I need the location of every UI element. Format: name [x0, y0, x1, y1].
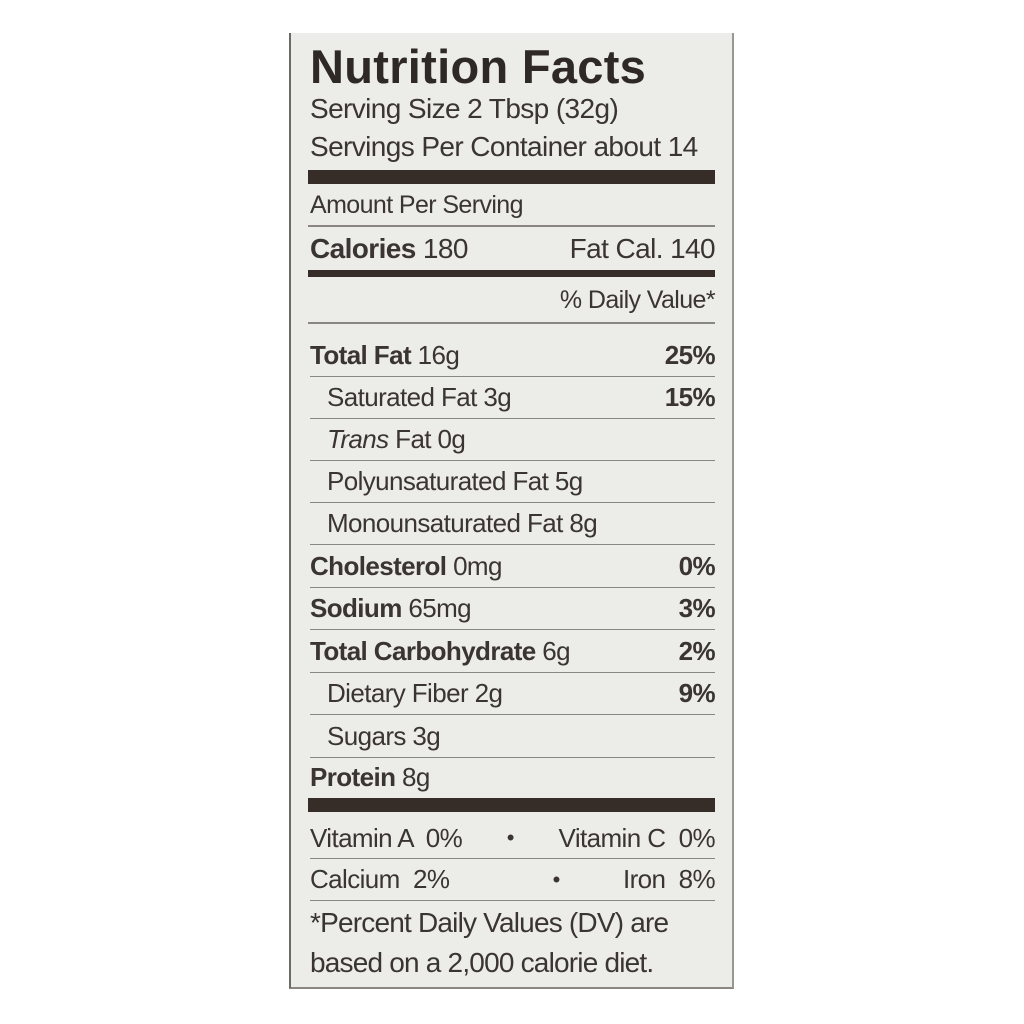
footnote-line-2: based on a 2,000 calorie diet.: [310, 947, 654, 978]
nutrient-row-trans-fat: Trans Fat 0g: [310, 419, 715, 461]
thick-divider: [308, 798, 715, 812]
serving-size: Serving Size 2 Tbsp (32g): [310, 93, 619, 124]
footnote-line-1: *Percent Daily Values (DV) are: [310, 907, 669, 938]
divider: [308, 225, 715, 227]
nutrient-row-cholesterol: Cholesterol 0mg 0%: [310, 546, 716, 588]
nutrient-row-polyunsaturated-fat: Polyunsaturated Fat 5g: [310, 461, 715, 503]
calories-label: Calories: [310, 233, 416, 264]
nutrient-row-dietary-fiber: Dietary Fiber 2g 9%: [310, 673, 716, 715]
nutrient-row-monounsaturated-fat: Monounsaturated Fat 8g: [310, 503, 715, 545]
servings-per-container: Servings Per Container about 14: [310, 131, 698, 162]
mineral-row: Calcium 2% • Iron 8%: [310, 859, 716, 901]
fat-calories: Fat Cal. 140: [569, 233, 716, 264]
medium-divider: [308, 270, 715, 277]
nutrient-row-protein: Protein 8g: [310, 761, 430, 792]
calories-row: Calories 180 Fat Cal. 140: [310, 233, 716, 265]
calories-value: 180: [422, 233, 469, 264]
nutrient-row-total-fat: Total Fat 16g 25%: [310, 335, 716, 377]
divider: [308, 322, 715, 324]
amount-per-serving: Amount Per Serving: [310, 191, 524, 219]
nutrient-row-sodium: Sodium 65mg 3%: [310, 588, 716, 630]
vitamin-row: Vitamin A 0% • Vitamin C 0%: [310, 818, 716, 859]
thick-divider: [308, 170, 715, 184]
nutrient-row-saturated-fat: Saturated Fat 3g 15%: [310, 377, 716, 419]
daily-value-header: % Daily Value*: [559, 286, 716, 314]
nutrition-facts-label: Nutrition Facts Serving Size 2 Tbsp (32g…: [289, 33, 734, 989]
nutrient-row-sugars: Sugars 3g: [310, 716, 715, 758]
nutrient-row-total-carbohydrate: Total Carbohydrate 6g 2%: [310, 631, 716, 673]
label-title: Nutrition Facts: [310, 40, 647, 93]
